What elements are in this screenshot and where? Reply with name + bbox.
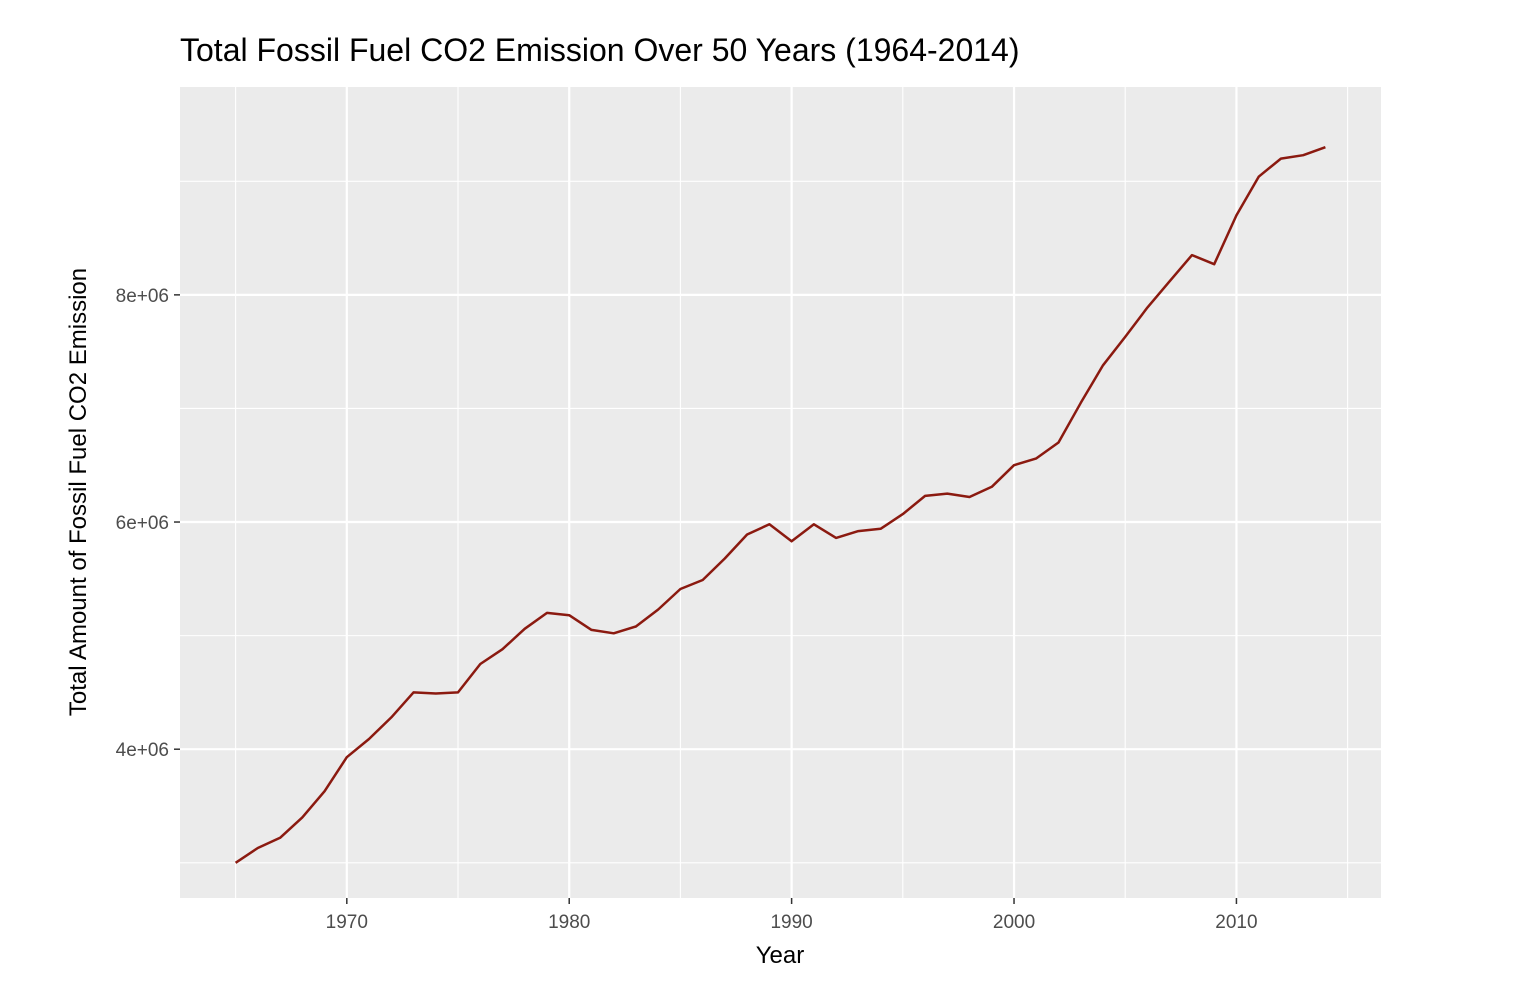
x-tick-label: 2000 [993, 912, 1035, 933]
y-axis-title: Total Amount of Fossil Fuel CO2 Emission [65, 268, 92, 716]
y-tick-label: 4e+06 [116, 740, 169, 761]
minor-gridlines [180, 87, 1381, 898]
chart-title: Total Fossil Fuel CO2 Emission Over 50 Y… [180, 32, 1020, 68]
y-axis-ticks: 4e+06 6e+06 8e+06 [116, 286, 180, 761]
y-tick-label: 8e+06 [116, 286, 169, 307]
x-tick-label: 1990 [770, 912, 812, 933]
x-axis-ticks: 1970 1980 1990 2000 2010 [326, 898, 1258, 933]
x-tick-label: 2010 [1215, 912, 1257, 933]
plot-panel [180, 87, 1381, 898]
y-tick-label: 6e+06 [116, 513, 169, 534]
x-tick-label: 1980 [548, 912, 590, 933]
emission-series-line [234, 146, 1326, 864]
x-tick-label: 1970 [326, 912, 368, 933]
major-gridlines [180, 87, 1381, 898]
x-axis-title: Year [756, 942, 805, 969]
